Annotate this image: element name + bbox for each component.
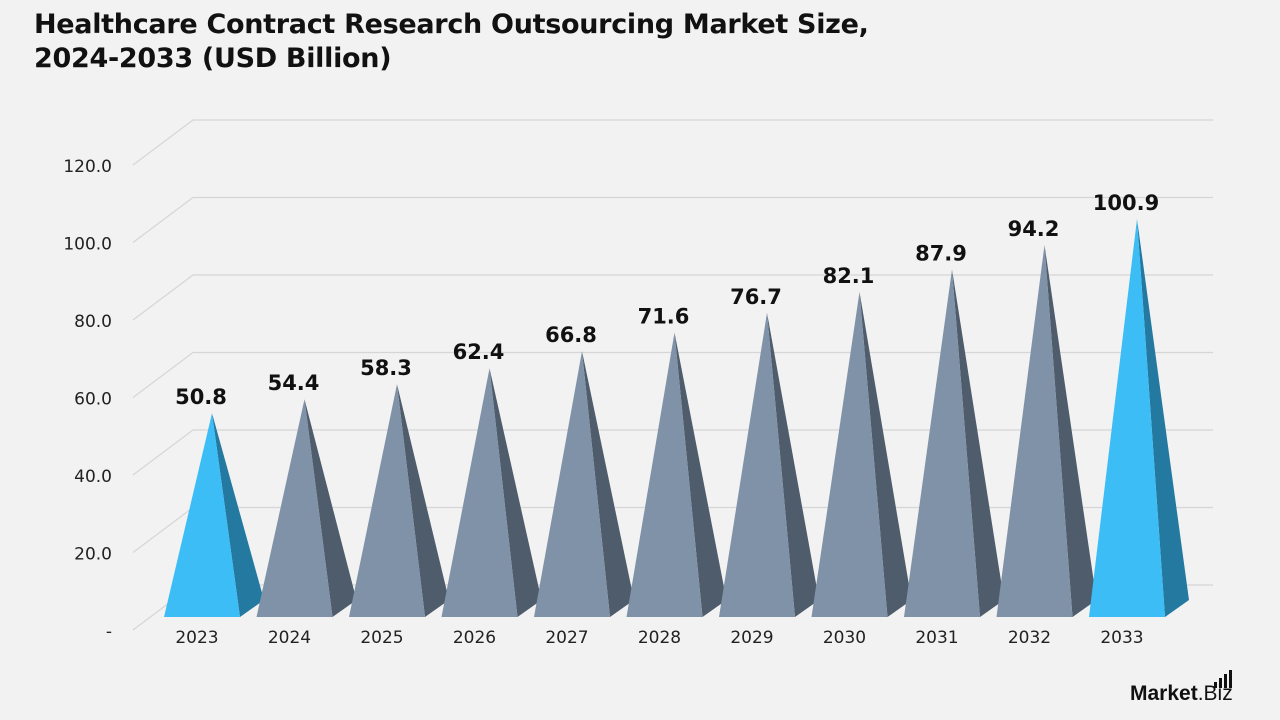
x-tick-label: 2026 (453, 628, 496, 648)
bar-side-face (212, 413, 264, 617)
bar-front-face (164, 413, 240, 617)
x-tick-label: 2028 (638, 628, 681, 648)
bar-2027 (534, 351, 634, 617)
gridline (132, 196, 1213, 243)
y-tick-label: 20.0 (74, 545, 112, 565)
bar-side-face (859, 291, 912, 617)
data-label: 71.6 (638, 305, 690, 329)
bar-2025 (349, 384, 449, 617)
data-label: 94.2 (1008, 217, 1060, 241)
x-tick-label: 2027 (545, 628, 588, 648)
y-tick-label: 100.0 (63, 235, 112, 255)
data-labels: 50.8 54.4 58.3 62.4 66.8 71.6 76.7 82.1 87.9 94.2… (175, 191, 1159, 409)
x-tick-label: 2029 (730, 628, 773, 648)
logo-bar-1 (1214, 682, 1217, 688)
logo-text: Market.Biz (1130, 682, 1233, 705)
y-tick-label: 120.0 (63, 157, 112, 177)
bar-front-face (534, 351, 610, 617)
bar-2024 (256, 399, 357, 617)
x-tick-label: 2024 (268, 628, 311, 648)
y-axis-ticks: - 20.0 40.0 60.0 80.0 100.0 120.0 (63, 157, 112, 642)
x-axis-ticks: 2023 2024 2025 2026 2027 2028 2029 2030 2031 2032… (175, 628, 1143, 648)
logo-text-main: Market (1130, 682, 1198, 705)
bar-2029 (719, 312, 819, 617)
bar-front-face (904, 269, 980, 617)
bars (164, 219, 1189, 617)
data-label: 82.1 (823, 264, 875, 288)
bar-side-face (1137, 219, 1189, 617)
x-tick-label: 2033 (1100, 628, 1143, 648)
x-tick-label: 2025 (360, 628, 403, 648)
bar-front-face (256, 399, 333, 617)
chart-title-line-1: Healthcare Contract Research Outsourcing… (34, 9, 869, 40)
logo-bar-2 (1219, 678, 1222, 688)
bar-2033 (1089, 219, 1189, 617)
chart-title-line-2: 2024-2033 (USD Billion) (34, 43, 392, 74)
bar-side-face (304, 399, 357, 617)
chart-title: Healthcare Contract Research Outsourcing… (34, 8, 869, 76)
x-tick-label: 2031 (915, 628, 958, 648)
y-tick-label: - (106, 622, 112, 642)
bar-side-face (767, 312, 819, 617)
gridline (132, 351, 1213, 398)
bar-front-face (1089, 219, 1165, 617)
bar-2030 (811, 291, 912, 617)
bar-side-face (1044, 244, 1097, 617)
bar-front-face (349, 384, 425, 617)
bar-side-face (582, 351, 634, 617)
bar-side-face (397, 384, 449, 617)
bar-2031 (904, 269, 1004, 617)
bar-front-face (811, 291, 888, 617)
bar-front-face (996, 244, 1073, 617)
bar-2026 (441, 368, 542, 617)
data-label: 62.4 (453, 340, 505, 364)
gridline (132, 274, 1213, 321)
data-label: 58.3 (360, 356, 412, 380)
data-label: 76.7 (730, 285, 782, 309)
x-tick-label: 2032 (1008, 628, 1051, 648)
y-tick-label: 80.0 (74, 312, 112, 332)
bar-side-face (489, 368, 542, 617)
x-tick-label: 2030 (823, 628, 866, 648)
logo-bar-4 (1229, 670, 1232, 688)
logo-bar-3 (1224, 674, 1227, 688)
data-label: 87.9 (915, 241, 967, 265)
logo-text-suffix: .Biz (1198, 682, 1233, 705)
marketbiz-logo: Market.Biz (1130, 670, 1233, 705)
x-tick-label: 2023 (175, 628, 218, 648)
data-label: 54.4 (268, 371, 320, 395)
bar-front-face (441, 368, 518, 617)
bar-side-face (952, 269, 1004, 617)
bar-front-face (626, 332, 703, 617)
bar-side-face (674, 332, 727, 617)
bar-2028 (626, 332, 727, 617)
data-label: 50.8 (175, 385, 227, 409)
bar-2032 (996, 244, 1097, 617)
bar-front-face (719, 312, 795, 617)
y-tick-label: 40.0 (74, 467, 112, 487)
bar-2023 (164, 413, 264, 617)
y-tick-label: 60.0 (74, 390, 112, 410)
data-label: 100.9 (1093, 191, 1159, 215)
gridline (132, 119, 1213, 166)
data-label: 66.8 (545, 323, 597, 347)
